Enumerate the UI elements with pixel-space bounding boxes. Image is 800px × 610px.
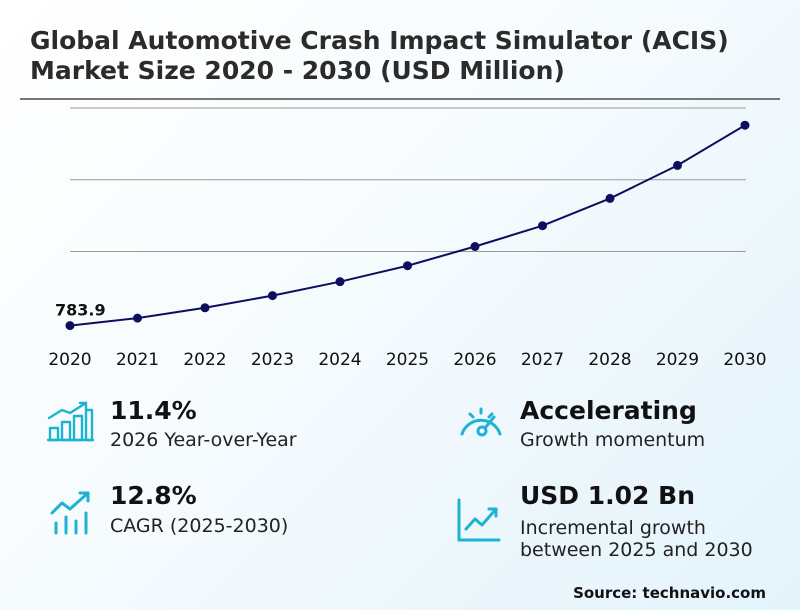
data-point-2030 — [740, 120, 750, 130]
stat-momentum-description: Growth momentum — [520, 429, 706, 451]
data-point-2022 — [200, 303, 210, 313]
source-credit: Source: technavio.com — [573, 584, 766, 602]
stat-yoy: 11.4% 2026 Year-over-Year — [46, 396, 376, 456]
speedometer-icon — [460, 407, 502, 437]
x-tick-label-2030: 2030 — [723, 350, 766, 370]
data-point-2027 — [538, 221, 547, 231]
stat-incremental: USD 1.02 Bn Incremental growth between 2… — [456, 481, 776, 567]
trend-bars-icon — [50, 491, 90, 535]
x-tick-label-2029: 2029 — [656, 350, 699, 370]
data-point-2028 — [605, 193, 615, 203]
title-divider — [20, 98, 780, 100]
x-tick-label-2027: 2027 — [521, 350, 564, 370]
stat-momentum: Accelerating Growth momentum — [456, 396, 776, 456]
series-polyline — [69, 124, 746, 327]
stat-yoy-value: 11.4% — [110, 396, 197, 425]
x-tick-label-2026: 2026 — [453, 350, 496, 370]
data-point-2021 — [133, 313, 142, 323]
x-tick-label-2021: 2021 — [116, 350, 159, 370]
chart-title: Global Automotive Crash Impact Simulator… — [30, 26, 729, 85]
series-line — [69, 124, 746, 327]
stat-cagr: 12.8% CAGR (2025-2030) — [46, 481, 376, 541]
x-tick-label-2025: 2025 — [386, 350, 429, 370]
x-tick-label-2020: 2020 — [48, 350, 91, 370]
stat-cagr-description: CAGR (2025-2030) — [110, 515, 289, 537]
data-points — [65, 120, 750, 331]
stat-momentum-value: Accelerating — [520, 396, 697, 425]
x-tick-label-2023: 2023 — [251, 350, 294, 370]
data-point-2024 — [335, 277, 345, 287]
line-chart: 783.9 2020 2021 2022 2023 2024 2025 2026 2027 20… — [48, 107, 767, 370]
stat-incremental-value: USD 1.02 Bn — [520, 481, 695, 510]
data-point-2025 — [403, 261, 412, 271]
stat-incremental-description: Incremental growth between 2025 and 2030 — [520, 517, 753, 561]
data-point-2023 — [268, 291, 277, 301]
data-point-2026 — [470, 242, 480, 252]
bar-chart-growth-icon — [46, 401, 94, 442]
gridlines — [70, 107, 746, 253]
x-tick-label-2028: 2028 — [588, 350, 631, 370]
stat-yoy-description: 2026 Year-over-Year — [110, 429, 297, 451]
data-labels: 783.9 — [55, 301, 106, 320]
x-tick-label-2022: 2022 — [183, 350, 226, 370]
data-point-2020 — [65, 321, 75, 331]
stat-cagr-value: 12.8% — [110, 481, 197, 510]
x-tick-label-2024: 2024 — [318, 350, 361, 370]
data-label-0: 783.9 — [55, 301, 106, 320]
x-axis-ticks: 2020 2021 2022 2023 2024 2025 2026 2027 2028 2029… — [48, 350, 766, 370]
line-chart-up-icon — [457, 498, 501, 542]
data-point-2029 — [673, 160, 682, 170]
